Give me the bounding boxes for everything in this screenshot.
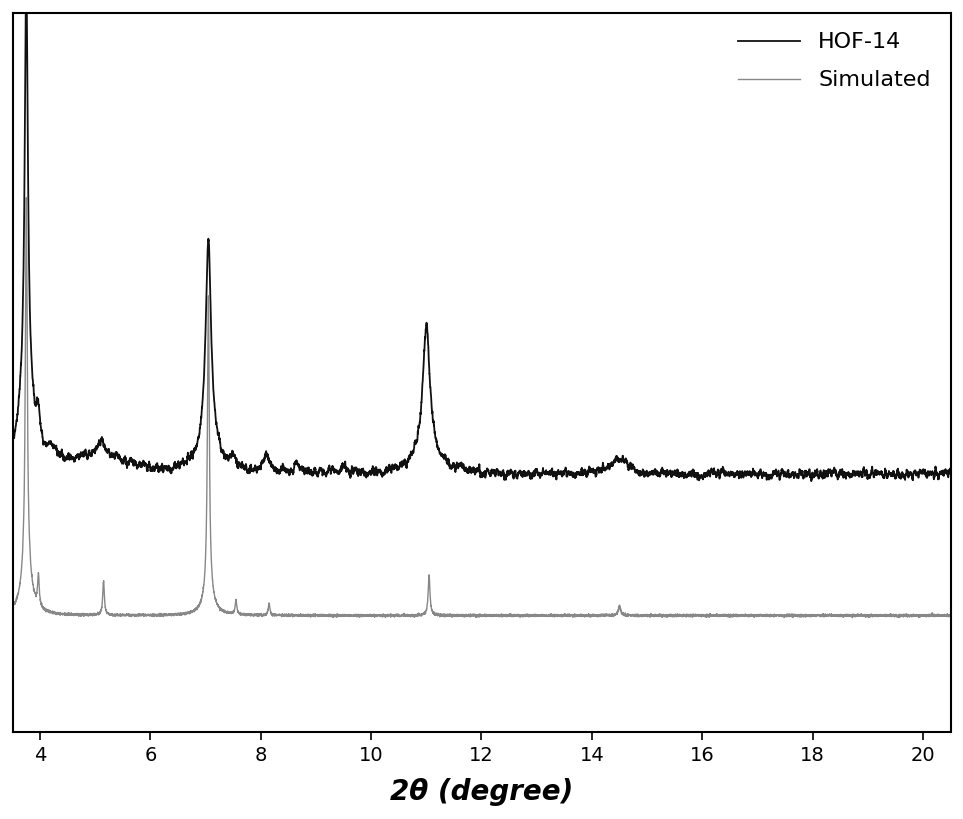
- HOF-14: [702, 470, 714, 480]
- Legend: HOF-14, Simulated: HOF-14, Simulated: [729, 24, 939, 99]
- Simulated: [752, 611, 764, 621]
- HOF-14: [752, 473, 764, 483]
- Simulated: [945, 610, 956, 620]
- Simulated: [603, 611, 614, 621]
- HOF-14: [7, 433, 18, 443]
- Line: Simulated: Simulated: [13, 197, 950, 618]
- HOF-14: [561, 467, 573, 477]
- Simulated: [54, 609, 65, 618]
- Simulated: [20, 192, 32, 202]
- Line: HOF-14: HOF-14: [13, 0, 950, 481]
- Simulated: [561, 611, 573, 621]
- Simulated: [347, 611, 358, 621]
- HOF-14: [945, 464, 956, 473]
- Simulated: [702, 612, 714, 622]
- Simulated: [7, 601, 18, 611]
- Simulated: [846, 613, 858, 622]
- X-axis label: 2θ (degree): 2θ (degree): [390, 779, 573, 807]
- HOF-14: [603, 461, 614, 471]
- HOF-14: [54, 450, 65, 460]
- HOF-14: [347, 467, 358, 477]
- HOF-14: [805, 476, 817, 486]
